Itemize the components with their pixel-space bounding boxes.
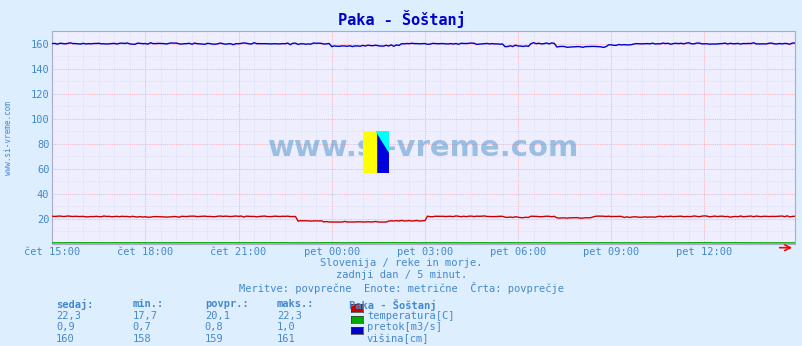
Text: www.si-vreme.com: www.si-vreme.com: [3, 101, 13, 175]
Text: 20,1: 20,1: [205, 311, 229, 321]
Text: 0,7: 0,7: [132, 322, 151, 333]
Text: 22,3: 22,3: [56, 311, 81, 321]
Polygon shape: [363, 131, 375, 173]
Text: Slovenija / reke in morje.: Slovenija / reke in morje.: [320, 258, 482, 268]
Text: Paka - Šoštanj: Paka - Šoštanj: [349, 299, 436, 311]
Text: pretok[m3/s]: pretok[m3/s]: [367, 322, 441, 333]
Polygon shape: [375, 131, 388, 152]
Text: 0,8: 0,8: [205, 322, 223, 333]
Text: 1,0: 1,0: [277, 322, 295, 333]
Text: temperatura[C]: temperatura[C]: [367, 311, 454, 321]
Text: zadnji dan / 5 minut.: zadnji dan / 5 minut.: [335, 270, 467, 280]
Polygon shape: [375, 131, 388, 173]
Text: Paka - Šoštanj: Paka - Šoštanj: [337, 10, 465, 28]
Text: www.si-vreme.com: www.si-vreme.com: [268, 134, 578, 162]
Text: 22,3: 22,3: [277, 311, 302, 321]
Text: povpr.:: povpr.:: [205, 299, 248, 309]
Text: 160: 160: [56, 334, 75, 344]
Text: 158: 158: [132, 334, 151, 344]
Text: 159: 159: [205, 334, 223, 344]
Text: višina[cm]: višina[cm]: [367, 334, 429, 344]
Text: min.:: min.:: [132, 299, 164, 309]
Text: 161: 161: [277, 334, 295, 344]
Text: Meritve: povprečne  Enote: metrične  Črta: povprečje: Meritve: povprečne Enote: metrične Črta:…: [239, 282, 563, 294]
Text: sedaj:: sedaj:: [56, 299, 94, 310]
Text: 0,9: 0,9: [56, 322, 75, 333]
Text: 17,7: 17,7: [132, 311, 157, 321]
Text: maks.:: maks.:: [277, 299, 314, 309]
